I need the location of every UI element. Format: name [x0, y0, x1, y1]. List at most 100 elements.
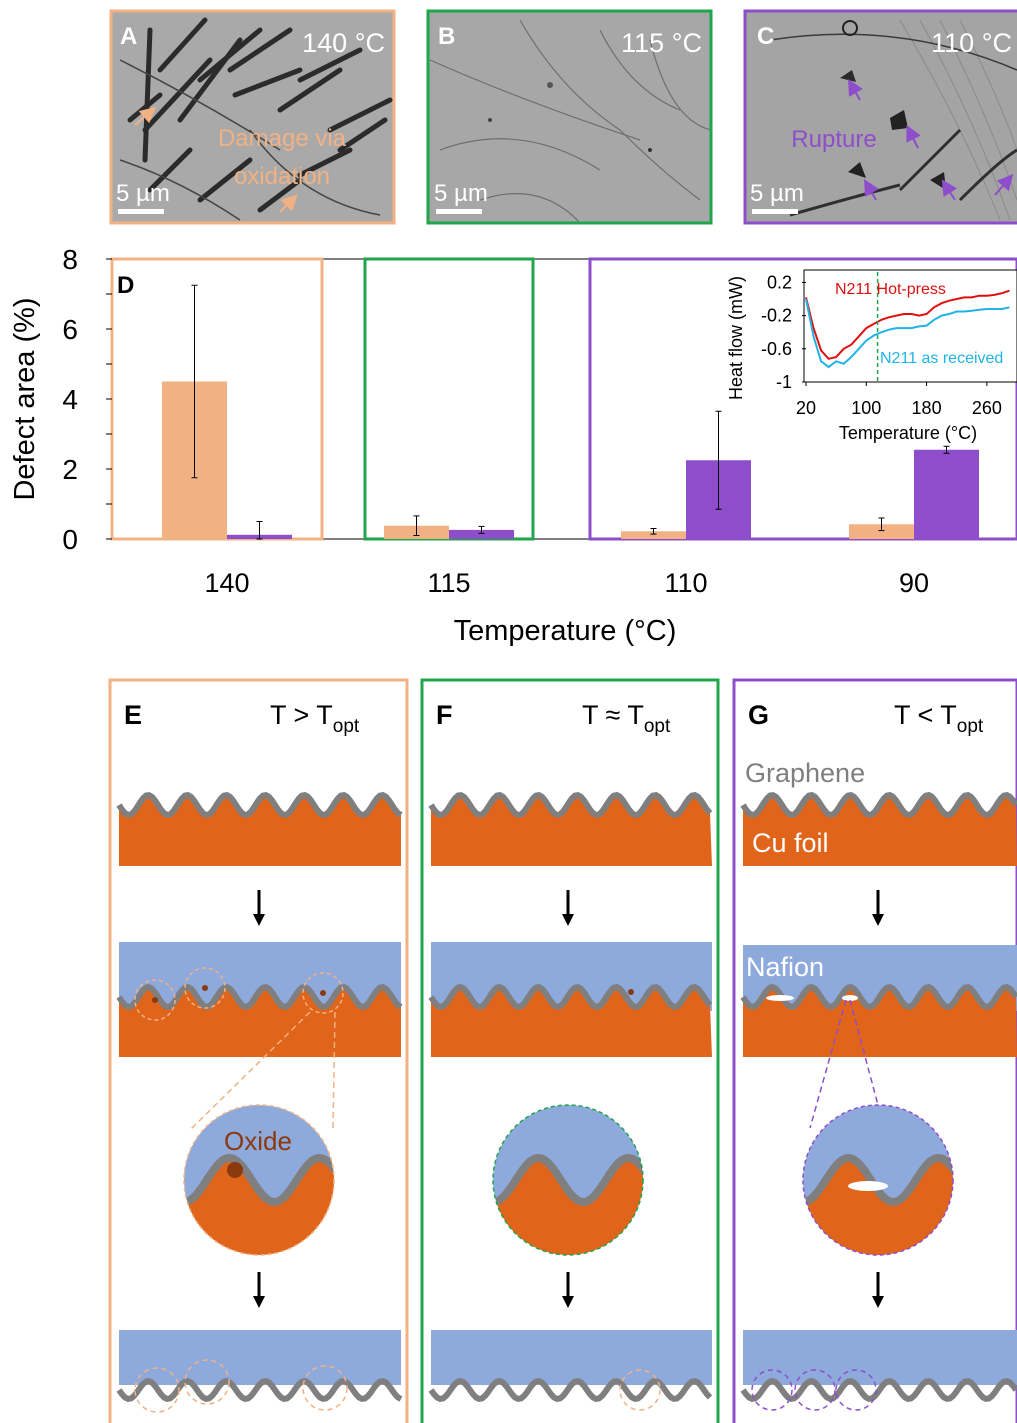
sem-image-c [769, 19, 1017, 221]
y-tick-label: 4 [62, 384, 78, 415]
oxide-label: Oxide [224, 1126, 292, 1156]
process-arrow-head [872, 1296, 884, 1308]
zoom-line [189, 1011, 311, 1131]
sem-panel-c: C 110 °C Rupture 5 µm [743, 9, 1017, 225]
x-tick-label: 110 [664, 568, 707, 598]
magnified-view [493, 1105, 643, 1255]
y-tick-label: 6 [62, 314, 78, 345]
x-tick-label: 115 [427, 568, 470, 598]
graphene-layer [740, 791, 1017, 819]
sem-c-arrow [906, 124, 921, 149]
sem-a-annotation-line2: oxidation [234, 163, 330, 190]
sem-panel-b-border [426, 9, 713, 225]
panel-letter-a: A [120, 23, 137, 50]
sem-panel-a: A 140 °C Damage via oxidation 5 µm [109, 9, 396, 225]
sem-a-scale-bar [118, 209, 164, 214]
sem-panel-a-border [109, 9, 396, 225]
defect-highlight [302, 972, 344, 1014]
sem-b-temperature: 115 °C [621, 28, 702, 58]
bars [162, 284, 979, 540]
inset-x-tick-label: 20 [796, 398, 816, 418]
sem-c-temperature: 110 °C [931, 28, 1012, 58]
y-axis: 0 2 4 6 8 [62, 244, 112, 555]
schematic-panel-g: G T < Topt Graphene Cu foil Nafion [732, 678, 1017, 1423]
defect-highlight [134, 979, 176, 1021]
schematic-panel-e: E T > Topt Oxide [108, 678, 409, 1423]
panel-letter-d: D [117, 272, 134, 299]
y-tick-label: 0 [62, 524, 78, 555]
bar [849, 524, 914, 539]
bar [449, 529, 514, 539]
oxide-dot [628, 989, 634, 995]
bar [914, 449, 979, 539]
oxide-dot [152, 997, 158, 1003]
sem-b-speck [648, 148, 652, 152]
defect-highlight [184, 1359, 230, 1405]
defect-highlight [794, 1369, 836, 1411]
graphene-layer [116, 1377, 403, 1403]
sem-a-temperature: 140 °C [302, 28, 385, 58]
schematic-panel-f: F T ≈ Topt [420, 678, 720, 1423]
inset-x-title: Temperature (°C) [839, 423, 977, 443]
graphene-label: Graphene [745, 758, 865, 788]
inset-series-label-hotpress: N211 Hot-press [835, 281, 946, 298]
y-axis-title: Defect area (%) [9, 297, 41, 500]
sem-image-b [429, 19, 711, 223]
schematic-panel-border [732, 678, 1017, 1423]
heat-flow-inset: 0.2-0.2-0.6-120 100 180 260 N211 Hot-press … [726, 269, 1017, 443]
inset-y-tick-label: 0.2 [767, 272, 792, 292]
panel-condition: T < Topt [894, 700, 984, 737]
defect-area-chart: D 0 2 4 6 8 140 115 110 90 Defect area (%) Temp… [9, 244, 1017, 647]
process-arrow-head [253, 914, 265, 926]
void-gap [848, 1181, 888, 1191]
nafion-layer [431, 1330, 712, 1385]
panel-letter: G [748, 700, 769, 730]
defect-highlight [619, 1369, 661, 1411]
copper-foil [743, 795, 1017, 866]
zoom-line [849, 999, 879, 1106]
inset-y-tick-label: -0.2 [761, 306, 792, 326]
inset-y-tick-label: -1 [776, 372, 792, 392]
sem-c-arrow [994, 173, 1014, 196]
magnifier-circle [492, 1104, 644, 1256]
inset-lines [805, 272, 1010, 382]
x-tick-label: 90 [899, 568, 929, 598]
inset-y-title: Heat flow (mW) [726, 276, 746, 400]
magnifier-circle [802, 1104, 954, 1256]
panel-letter-c: C [757, 23, 774, 50]
inset-series-line [805, 289, 1010, 360]
graphene-layer [116, 983, 403, 1011]
schematic-panel-border [108, 678, 409, 1423]
sem-b-speck [547, 82, 553, 88]
oxide-dot [227, 1162, 243, 1178]
sem-a-arrow-1 [134, 106, 157, 126]
sem-panel-b: B 115 °C 5 µm [426, 9, 713, 225]
inset-x-tick-label: 180 [912, 398, 942, 418]
sem-b-speck [488, 118, 492, 122]
graphene-layer [428, 983, 713, 1011]
oxide-dot [202, 985, 208, 991]
panel-condition: T > Topt [270, 700, 360, 737]
panel-letter-b: B [438, 23, 455, 50]
magnifier-circle [183, 1104, 335, 1256]
copper-foil [743, 987, 1017, 1057]
void-gap [766, 995, 794, 1001]
chart-group-box-110-90 [588, 257, 1017, 541]
nafion-label: Nafion [746, 952, 824, 982]
oxide-dot [320, 990, 326, 996]
cu-foil-label: Cu foil [752, 828, 829, 858]
y-tick-label: 2 [62, 454, 78, 485]
defect-highlight [134, 1367, 180, 1413]
panel-condition: T ≈ Topt [582, 700, 671, 737]
sem-c-annotation: Rupture [791, 126, 876, 153]
sem-a-scale-label: 5 µm [116, 180, 170, 207]
inset-axes: 0.2 -0.2 -0.6 -120 100 180 260 [761, 272, 1002, 418]
process-arrow-head [253, 1296, 265, 1308]
magnified-view [803, 1105, 953, 1255]
void-gap [842, 995, 858, 1001]
process-arrow-head [562, 1296, 574, 1308]
sem-c-scale-bar [752, 209, 798, 214]
graphene-layer [116, 791, 403, 819]
nafion-layer [743, 1330, 1017, 1385]
